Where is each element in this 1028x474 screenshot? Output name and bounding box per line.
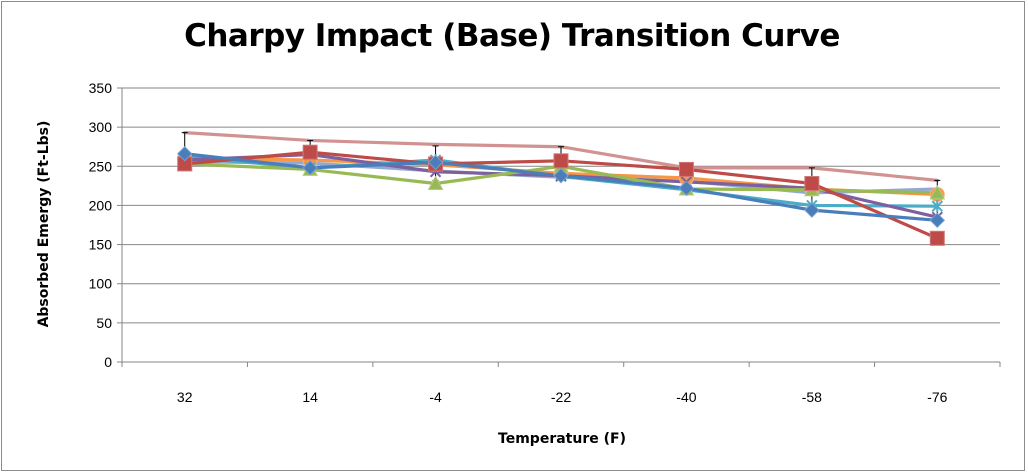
y-tick-label: 100 [89, 276, 113, 292]
data-point [427, 175, 444, 191]
data-point [177, 146, 193, 162]
x-tick-label: 14 [302, 389, 318, 405]
data-point [929, 230, 945, 246]
chart-title: Charpy Impact (Base) Transition Curve [184, 18, 840, 54]
data-point [931, 200, 943, 213]
y-tick-label: 350 [89, 80, 113, 96]
x-axis-title: Temperature (F) [498, 431, 626, 447]
x-tick-label: -58 [802, 389, 822, 405]
data-point [678, 161, 694, 177]
data-point [302, 160, 318, 176]
data-point [427, 154, 444, 171]
y-tick-label: 250 [89, 158, 113, 174]
data-point [678, 180, 695, 196]
data-point [553, 167, 569, 184]
y-axis-title: Absorbed Emergy (Ft-Lbs) [36, 121, 52, 328]
data-point [804, 202, 820, 218]
series-markers [176, 144, 946, 246]
data-point [302, 144, 318, 160]
y-tick-label: 200 [89, 197, 113, 213]
x-tick-label: -22 [551, 389, 571, 405]
y-tick-labels: 0 50 100 150 200 250 300 350 [89, 80, 113, 370]
y-tick-label: 150 [89, 237, 113, 253]
data-point [804, 176, 820, 192]
x-tick-label: 32 [177, 389, 193, 405]
data-point [929, 184, 946, 200]
y-tick-label: 300 [89, 119, 113, 135]
x-tick-label: -76 [927, 389, 947, 405]
data-point [553, 153, 569, 169]
y-tick-label: 50 [96, 315, 112, 331]
x-tick-label: -40 [676, 389, 696, 405]
y-tick-label: 0 [104, 354, 112, 370]
x-tick-label: -4 [429, 389, 442, 405]
data-point [929, 212, 945, 229]
x-tick-labels: 32 14 -4 -22 -40 -58 -76 [177, 389, 948, 405]
axes [117, 87, 1001, 367]
